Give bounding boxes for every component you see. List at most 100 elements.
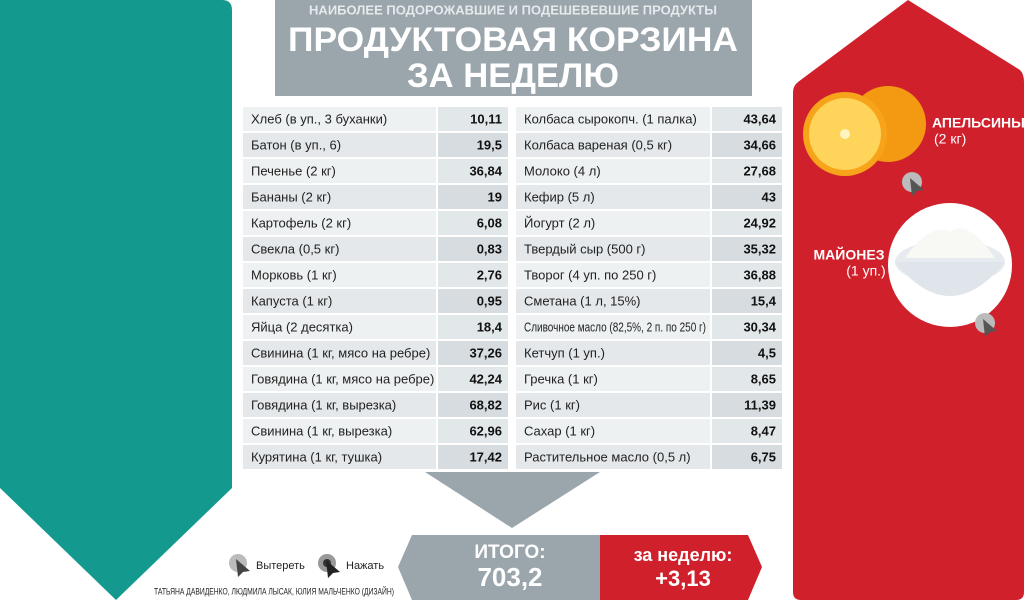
item-price: 24,92 <box>743 215 776 230</box>
item-name: Гречка (1 кг) <box>524 371 598 386</box>
erase-button[interactable]: Вытереть <box>229 554 305 577</box>
item-price: 0,95 <box>477 293 502 308</box>
name-cell <box>243 289 436 313</box>
item-price: 18,4 <box>477 319 503 334</box>
item-price: 43,64 <box>743 111 776 126</box>
name-cell <box>243 367 436 391</box>
name-cell <box>243 393 436 417</box>
control-label[interactable]: Нажать <box>346 560 384 572</box>
item-price: 15,4 <box>751 293 777 308</box>
value-cell <box>438 107 508 131</box>
item-price: 27,68 <box>743 163 776 178</box>
value-cell <box>438 419 508 443</box>
item-name: Творог (4 уп. по 250 г) <box>524 267 656 282</box>
name-cell <box>243 185 436 209</box>
value-cell <box>712 237 782 261</box>
value-cell <box>712 341 782 365</box>
name-cell <box>516 445 710 469</box>
item-name: Бананы (2 кг) <box>251 189 331 204</box>
change-value: +3,13 <box>655 566 711 591</box>
item-name: Свинина (1 кг, мясо на ребре) <box>251 345 430 360</box>
item-price: 68,82 <box>469 397 502 412</box>
name-cell <box>516 419 710 443</box>
name-cell <box>243 315 436 339</box>
name-cell <box>243 133 436 157</box>
control-label[interactable]: Вытереть <box>256 560 305 572</box>
item-price: 2,76 <box>477 267 502 282</box>
item-name: Картофель (2 кг) <box>251 215 351 230</box>
header-title: ЗА НЕДЕЛЮ <box>407 57 619 95</box>
orange-image <box>803 86 926 176</box>
value-cell <box>438 185 508 209</box>
value-cell <box>438 393 508 417</box>
value-cell <box>438 237 508 261</box>
item-price: 36,88 <box>743 267 776 282</box>
down-arrow <box>425 472 600 528</box>
item-price: 6,08 <box>477 215 502 230</box>
item-price: 17,42 <box>469 449 502 464</box>
header-box <box>275 0 752 96</box>
name-cell <box>243 419 436 443</box>
item-price: 62,96 <box>469 423 502 438</box>
name-cell <box>516 185 710 209</box>
item-price: 0,83 <box>477 241 502 256</box>
item-price: 8,47 <box>751 423 776 438</box>
value-cell <box>712 419 782 443</box>
name-cell <box>243 107 436 131</box>
item-price: 19,5 <box>477 137 502 152</box>
item-price: 36,84 <box>469 163 502 178</box>
item-price: 35,32 <box>743 241 776 256</box>
item-name: Колбаса вареная (0,5 кг) <box>524 137 672 152</box>
item-price: 37,26 <box>469 345 502 360</box>
value-cell <box>712 133 782 157</box>
value-cell <box>438 289 508 313</box>
value-cell <box>712 289 782 313</box>
value-cell <box>438 159 508 183</box>
item-name: Сметана (1 л, 15%) <box>524 293 641 308</box>
item-price: 11,39 <box>744 397 776 412</box>
total-value: 703,2 <box>477 562 542 592</box>
item-name: Яйца (2 десятка) <box>251 319 353 334</box>
name-cell <box>516 263 710 287</box>
name-cell <box>243 263 436 287</box>
highlight-name: АПЕЛЬСИНЫ <box>932 115 1024 131</box>
item-name: Йогурт (2 л) <box>524 215 595 230</box>
item-name: Колбаса сырокопч. (1 палка) <box>524 111 697 126</box>
item-price: 19 <box>488 189 502 204</box>
value-cell <box>712 159 782 183</box>
item-price: 42,24 <box>469 371 502 386</box>
item-name: Сливочное масло (82,5%, 2 п. по 250 г) <box>524 319 706 334</box>
name-cell <box>516 315 710 339</box>
value-cell <box>712 263 782 287</box>
name-cell <box>516 289 710 313</box>
total-label: ИТОГО: <box>474 542 545 563</box>
item-name: Рис (1 кг) <box>524 397 580 412</box>
mayonnaise-image <box>888 203 1012 327</box>
name-cell <box>516 341 710 365</box>
press-button[interactable]: Нажать <box>318 554 384 578</box>
name-cell <box>516 237 710 261</box>
value-cell <box>712 445 782 469</box>
value-cell <box>712 393 782 417</box>
change-box <box>600 535 762 600</box>
value-cell <box>438 263 508 287</box>
item-name: Кетчуп (1 уп.) <box>524 345 605 360</box>
item-name: Твердый сыр (500 г) <box>524 241 645 256</box>
header-subtitle: НАИБОЛЕЕ ПОДОРОЖАВШИЕ И ПОДЕШЕВЕВШИЕ ПРО… <box>309 2 717 17</box>
item-price: 43 <box>762 189 776 204</box>
item-price: 10,11 <box>470 111 502 126</box>
name-cell <box>516 393 710 417</box>
item-price: 4,5 <box>758 345 776 360</box>
name-cell <box>243 237 436 261</box>
cursor-icon <box>975 313 997 337</box>
item-name: Свекла (0,5 кг) <box>251 241 339 256</box>
value-cell <box>712 107 782 131</box>
name-cell <box>516 133 710 157</box>
value-cell <box>712 367 782 391</box>
value-cell <box>438 211 508 235</box>
cursor-icon <box>902 172 924 196</box>
value-cell <box>712 211 782 235</box>
item-name: Говядина (1 кг, мясо на ребре) <box>251 371 434 386</box>
credits: ТАТЬЯНА ДАВИДЕНКО, ЛЮДМИЛА ЛЫСАК, ЮЛИЯ М… <box>154 585 394 596</box>
item-price: 6,75 <box>751 449 776 464</box>
